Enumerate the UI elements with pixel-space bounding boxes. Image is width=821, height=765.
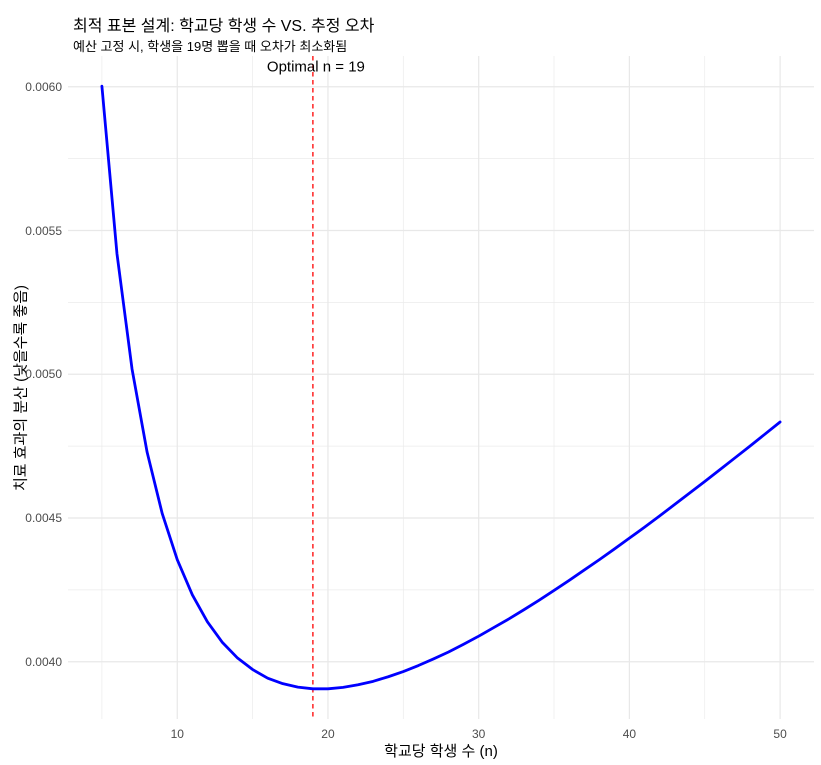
x-tick-label: 30 xyxy=(471,727,486,741)
y-tick-label: 0.0055 xyxy=(25,223,62,238)
x-tick-label: 50 xyxy=(773,727,787,741)
x-tick-label: 20 xyxy=(321,727,335,741)
y-tick-label: 0.0060 xyxy=(25,79,62,94)
minor-gridlines xyxy=(68,56,814,719)
y-tick-label: 0.0050 xyxy=(25,367,62,382)
optimal-annotation: Optimal n = 19 xyxy=(266,58,365,76)
major-gridlines xyxy=(68,56,814,719)
y-tick-label: 0.0045 xyxy=(25,511,62,526)
plot-subtitle: 예산 고정 시, 학생을 19명 뽑을 때 오차가 최소화됨 xyxy=(73,39,348,54)
x-axis-title: 학교당 학생 수 (n) xyxy=(384,743,498,760)
x-tick-label: 10 xyxy=(170,727,184,741)
plot-title: 최적 표본 설계: 학교당 학생 수 VS. 추정 오차 xyxy=(73,18,375,35)
x-tick-label: 40 xyxy=(622,727,637,741)
y-axis-title: 치료 효과의 분산 (낮을수록 좋음) xyxy=(12,284,30,491)
y-tick-label: 0.0040 xyxy=(25,654,62,669)
variance-curve xyxy=(100,84,782,691)
